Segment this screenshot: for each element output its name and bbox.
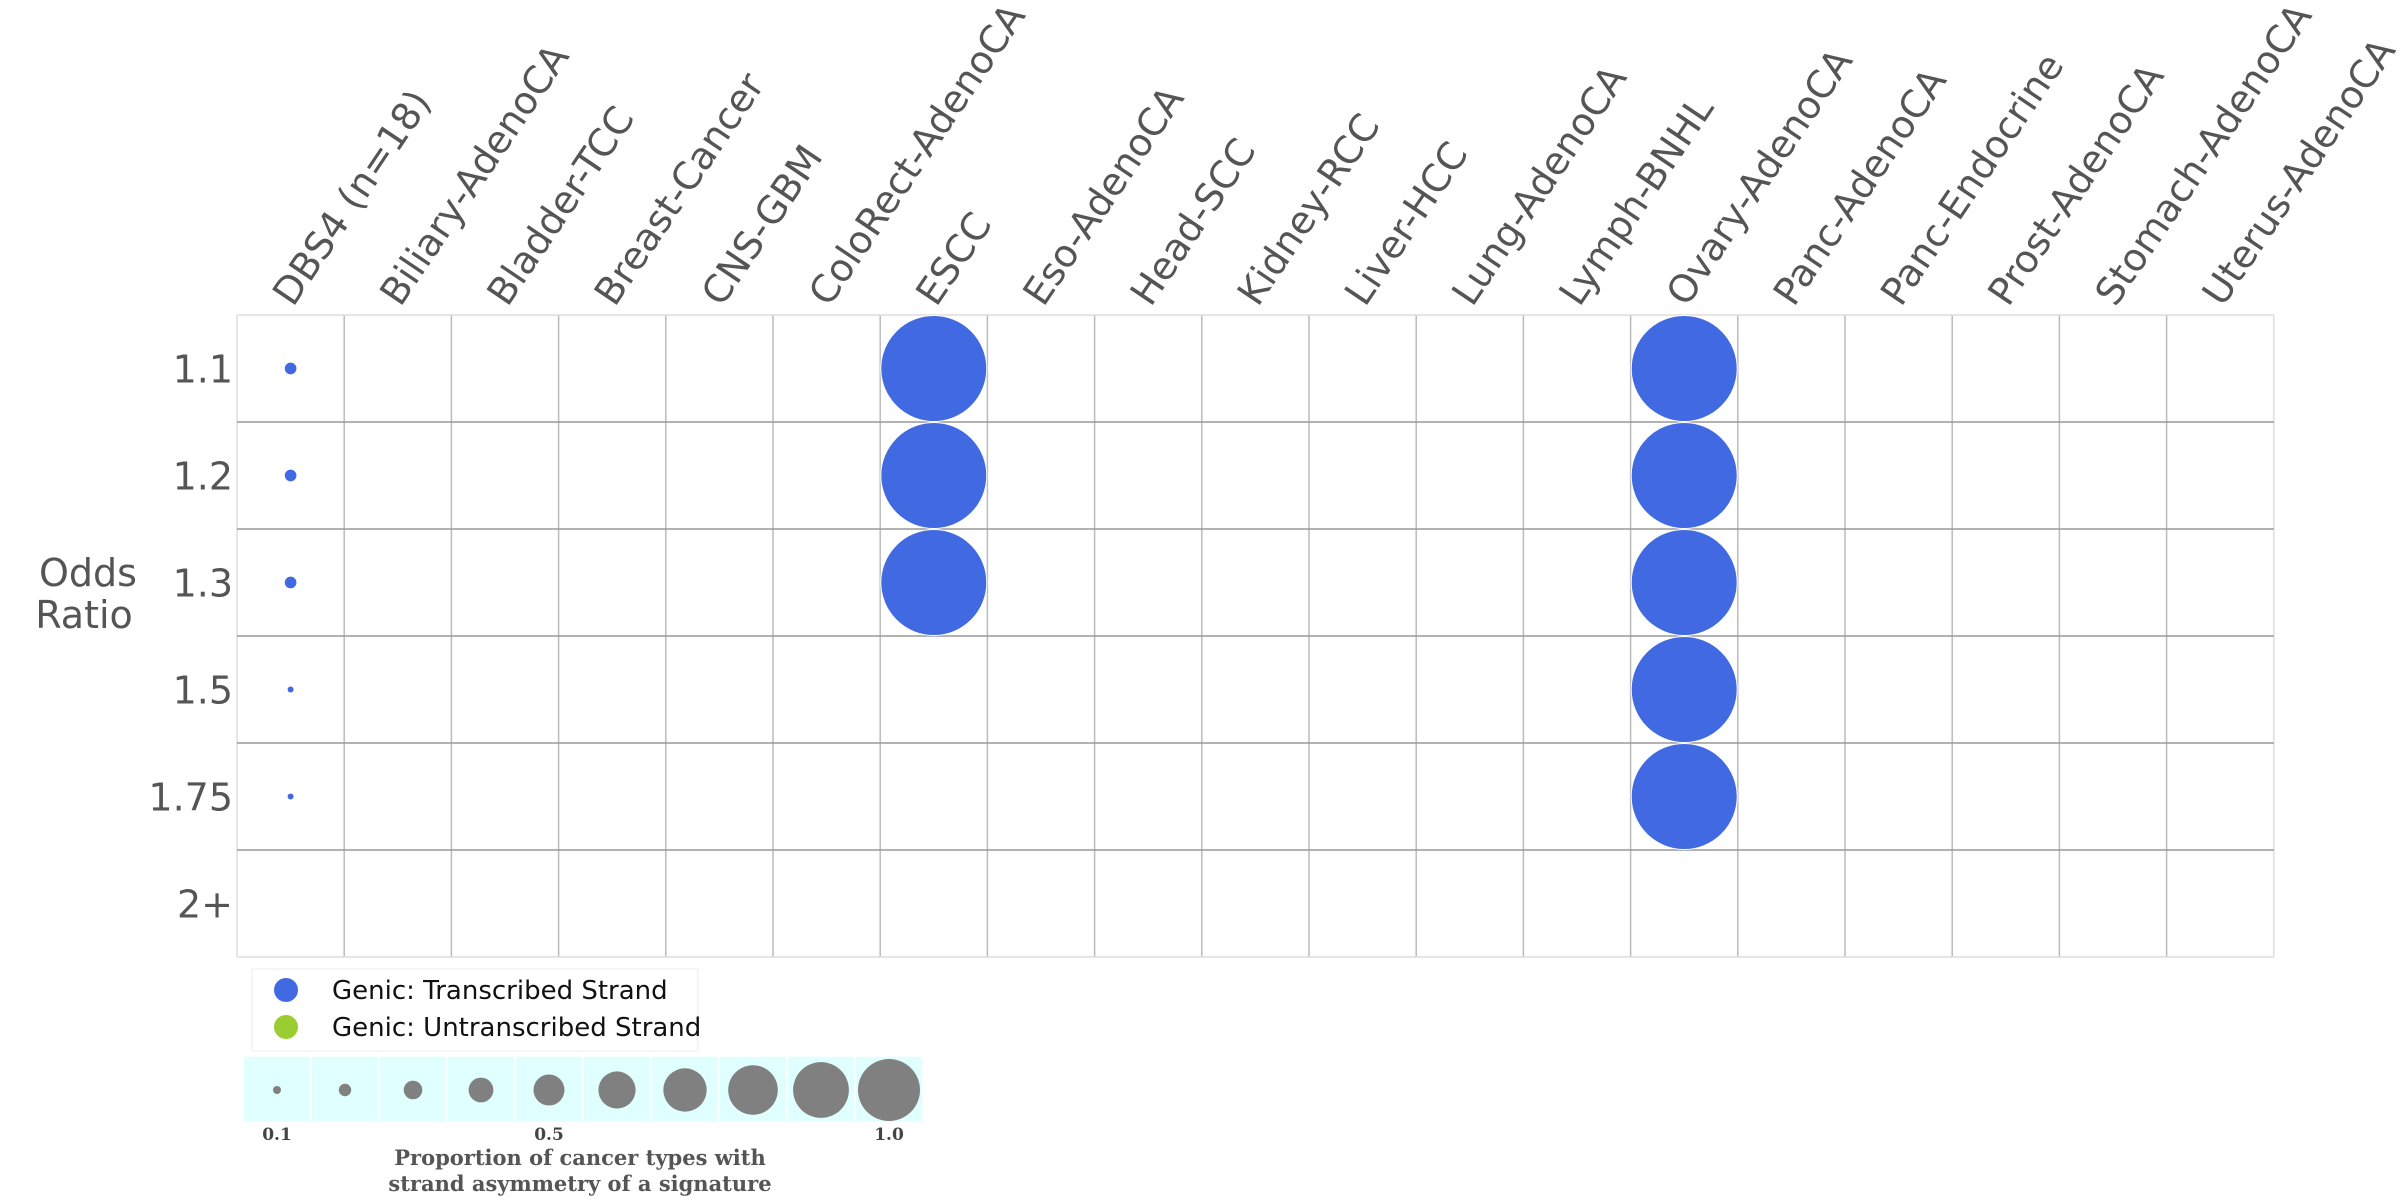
scale-tick-1-0: 1.0: [874, 1125, 904, 1145]
legend: Genic: Transcribed Strand Genic: Untransc…: [251, 968, 701, 1052]
bubble-ovary-adenoca-1-75: [1630, 743, 1738, 850]
column-label-biliary-adenoca: Biliary-AdenoCA: [371, 36, 577, 313]
row-label-1-2: 1.2: [173, 455, 233, 499]
scale-bubble-0-5: [533, 1074, 565, 1106]
bubble-escc-1-3: [880, 529, 988, 636]
y-axis-label-line1: Odds: [39, 551, 137, 595]
bubble-dbs4-n-18-1-5: [287, 686, 294, 693]
bubble-ovary-adenoca-1-3: [1630, 529, 1738, 636]
scale-caption-line1: Proportion of cancer types with: [394, 1145, 766, 1170]
legend-box: [251, 968, 699, 1052]
scale-bubble-0-3: [403, 1080, 423, 1100]
scale-caption-line2: strand asymmetry of a signature: [388, 1171, 771, 1196]
row-label-1-5: 1.5: [173, 669, 233, 713]
bubble-ovary-adenoca-1-2: [1630, 422, 1738, 529]
column-label-escc: ESCC: [907, 205, 1000, 314]
grid: [236, 314, 2275, 958]
scale-bubble-0-7: [663, 1068, 707, 1112]
column-label-colorect-adenoca: ColoRect-AdenoCA: [800, 0, 1034, 313]
row-label-1-3: 1.3: [173, 562, 233, 606]
legend-marker-genic-transcribed-strand: [274, 978, 298, 1002]
bubble-escc-1-2: [880, 422, 988, 529]
legend-label-genic-transcribed-strand: Genic: Transcribed Strand: [332, 976, 668, 1006]
row-label-2: 2+: [177, 883, 233, 927]
scale-bubble-0-6: [598, 1071, 636, 1109]
scale-tick-0-5: 0.5: [534, 1125, 564, 1145]
column-label-uterus-adenoca: Uterus-AdenoCA: [2194, 30, 2400, 313]
scale-bubble-0-1: [273, 1086, 281, 1094]
legend-label-genic-untranscribed-strand: Genic: Untranscribed Strand: [332, 1013, 701, 1043]
column-label-ovary-adenoca: Ovary-AdenoCA: [1658, 41, 1862, 313]
bubble-dbs4-n-18-1-1: [284, 362, 297, 375]
bubble-dbs4-n-18-1-2: [284, 469, 297, 482]
row-label-1-1: 1.1: [173, 348, 233, 392]
scale-tick-0-1: 0.1: [262, 1125, 292, 1145]
bubble-dbs4-n-18-1-75: [287, 793, 294, 800]
scale-bubble-0-2: [338, 1083, 352, 1097]
column-labels: DBS4 (n=18)Biliary-AdenoCABladder-TCCBre…: [264, 0, 2400, 313]
row-label-1-75: 1.75: [148, 776, 233, 820]
legend-marker-genic-untranscribed-strand: [274, 1015, 298, 1039]
scale-bubble-0-9: [793, 1062, 849, 1118]
size-scale-legend: 0.1 0.5 1.0 Proportion of cancer types with…: [242, 1055, 924, 1196]
scale-bubble-0-8: [728, 1065, 778, 1115]
bubble-dbs4-n-18-1-3: [284, 576, 297, 589]
bubble-ovary-adenoca-1-1: [1630, 315, 1738, 422]
data-bubbles: [284, 315, 1738, 850]
row-labels: 1.1 1.2 1.3 1.5 1.75 2+: [148, 348, 233, 927]
y-axis-label-line2: Ratio: [35, 593, 133, 637]
bubble-ovary-adenoca-1-5: [1630, 636, 1738, 743]
bubble-escc-1-1: [880, 315, 988, 422]
scale-bubble-1: [858, 1059, 920, 1121]
scale-bubble-0-4: [468, 1077, 494, 1103]
